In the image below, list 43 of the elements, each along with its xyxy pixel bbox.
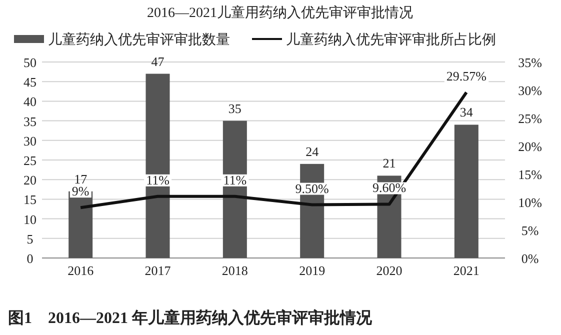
y-tick-label: 20 [24, 172, 36, 188]
data-label: 34 [460, 104, 474, 120]
data-label: 17 [74, 171, 88, 186]
bar [146, 74, 170, 258]
bar [454, 124, 478, 258]
y-tick-label: 5 [26, 231, 34, 246]
x-tick-label: 2018 [222, 263, 248, 278]
data-label: 21 [382, 156, 396, 171]
y2-tick-label: 0% [521, 251, 539, 266]
caption: 图1 2016—2021 年儿童用药纳入优先审评审批情况 [8, 308, 373, 327]
x-tick-label: 2019 [299, 263, 326, 278]
y-tick-label: 45 [24, 74, 36, 90]
data-label: 9.50% [295, 180, 330, 196]
data-label: 9.60% [372, 180, 406, 196]
data-label: 11% [223, 172, 247, 188]
y2-tick-label: 30% [518, 83, 542, 98]
y-tick-label: 40 [24, 94, 36, 110]
data-label: 24 [306, 144, 320, 159]
data-label: 29.57% [446, 68, 487, 84]
y-tick-label: 35 [24, 114, 36, 129]
data-label: 9% [72, 184, 90, 199]
y2-tick-label: 25% [518, 111, 542, 126]
x-tick-label: 2021 [453, 263, 480, 278]
y2-tick-label: 5% [521, 223, 539, 238]
y-tick-label: 25 [24, 153, 36, 168]
y-tick-label: 0 [26, 251, 34, 266]
data-label: 35 [228, 100, 242, 116]
x-tick-label: 2020 [376, 263, 402, 278]
title: 2016—2021儿童用药纳入优先审评审批情况 [147, 6, 413, 21]
legend-label: 儿童药纳入优先审评审批所占比例 [286, 32, 496, 48]
y2-tick-label: 10% [518, 195, 542, 210]
y2-tick-label: 35% [518, 55, 542, 70]
x-tick-label: 2016 [68, 263, 94, 278]
legend-label: 儿童药纳入优先审评审批数量 [48, 32, 230, 48]
y-tick-label: 30 [24, 133, 36, 148]
y-tick-label: 50 [24, 55, 36, 70]
data-label: 47 [151, 54, 165, 69]
data-label: 11% [146, 172, 170, 188]
y2-tick-label: 15% [518, 167, 542, 182]
y2-tick-label: 20% [518, 139, 542, 154]
y-tick-label: 15 [24, 192, 36, 208]
y-tick-label: 10 [24, 212, 36, 227]
x-tick-label: 2017 [144, 263, 172, 278]
